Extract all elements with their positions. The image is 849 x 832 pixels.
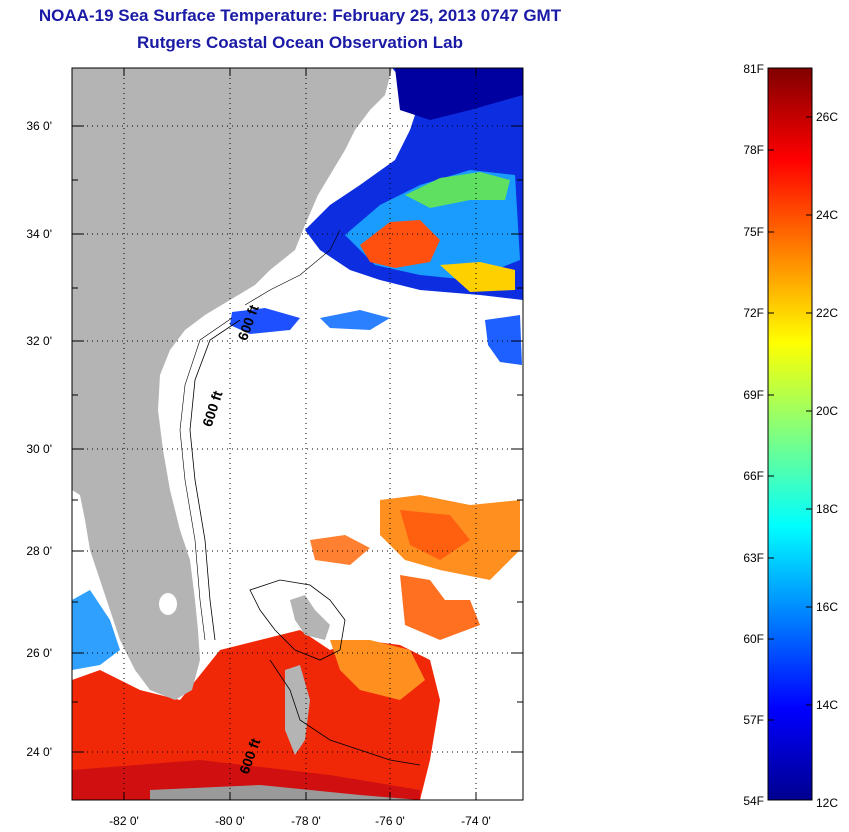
lat-label: 24 0'	[26, 745, 52, 759]
isobath-shelf	[244, 229, 341, 306]
map-subtitle: Rutgers Coastal Ocean Observation Lab	[137, 33, 463, 52]
colorbar-f-label: 60F	[743, 632, 764, 646]
colorbar-f-label: 69F	[743, 388, 764, 402]
map-ticks	[72, 68, 523, 800]
sst-patch-north-strip	[395, 68, 523, 120]
lat-label: 36 0'	[26, 119, 52, 133]
colorbar-f-label: 57F	[743, 713, 764, 727]
colorbar-c-label: 14C	[816, 698, 839, 712]
land-bahamas	[290, 595, 330, 640]
colorbar-f-label: 78F	[743, 143, 764, 157]
map-frame	[71, 67, 524, 801]
sst-patch-green-band	[405, 172, 510, 208]
isobath-600ft-outer	[189, 319, 241, 641]
colorbar-f-label: 75F	[743, 225, 764, 239]
sst-patch-gulf-west	[72, 590, 120, 670]
lon-label: -76 0'	[375, 814, 405, 828]
colorbar-c-label: 16C	[816, 600, 839, 614]
lake-okeechobee	[159, 593, 177, 615]
sst-patch-south-orange	[330, 640, 425, 700]
colorbar-c-label: 18C	[816, 502, 839, 516]
land-andros	[285, 665, 310, 755]
map-title: NOAA-19 Sea Surface Temperature: Februar…	[38, 6, 562, 25]
colorbar-f-label: 72F	[743, 306, 764, 320]
colorbar-c-label: 12C	[816, 796, 839, 810]
map-grid	[72, 68, 523, 800]
sst-patch-32n-b	[320, 310, 390, 330]
lat-label: 32 0'	[26, 334, 52, 348]
isobath-bahamas-south	[269, 659, 421, 766]
colorbar-f-label: 63F	[743, 551, 764, 565]
sst-patch-yellow	[440, 262, 515, 292]
colorbar-c-label: 24C	[816, 208, 839, 222]
sst-patch-28n-core	[400, 510, 470, 560]
isobath-bahamas	[249, 579, 346, 661]
lon-label: -82 0'	[109, 814, 139, 828]
lat-label: 28 0'	[26, 544, 52, 558]
colorbar-c-label: 26C	[816, 110, 839, 124]
lon-label: -74 0'	[461, 814, 491, 828]
sst-patch-27n	[400, 575, 480, 640]
sst-patch-gulfstream-core	[360, 220, 440, 268]
colorbar-c-label: 20C	[816, 404, 839, 418]
lon-label: -78 0'	[291, 814, 321, 828]
colorbar-f-label: 81F	[743, 62, 764, 76]
colorbar-ticks	[768, 116, 812, 721]
colorbar	[767, 67, 813, 801]
lat-label: 26 0'	[26, 646, 52, 660]
lat-label: 34 0'	[26, 227, 52, 241]
sst-patch-32n	[230, 308, 300, 334]
isobath-600ft-inner	[179, 317, 233, 641]
lat-label: 30 0'	[26, 442, 52, 456]
lon-label: -80 0'	[215, 814, 245, 828]
land-cuba	[150, 785, 420, 800]
sst-patch-28n-west	[310, 535, 370, 565]
colorbar-f-label: 66F	[743, 469, 764, 483]
sst-patches	[72, 68, 523, 800]
colorbar-c-label: 22C	[816, 306, 839, 320]
colorbar-f-label: 54F	[743, 794, 764, 808]
land-mainland	[72, 68, 392, 700]
sst-patch-32n-c	[485, 315, 522, 365]
